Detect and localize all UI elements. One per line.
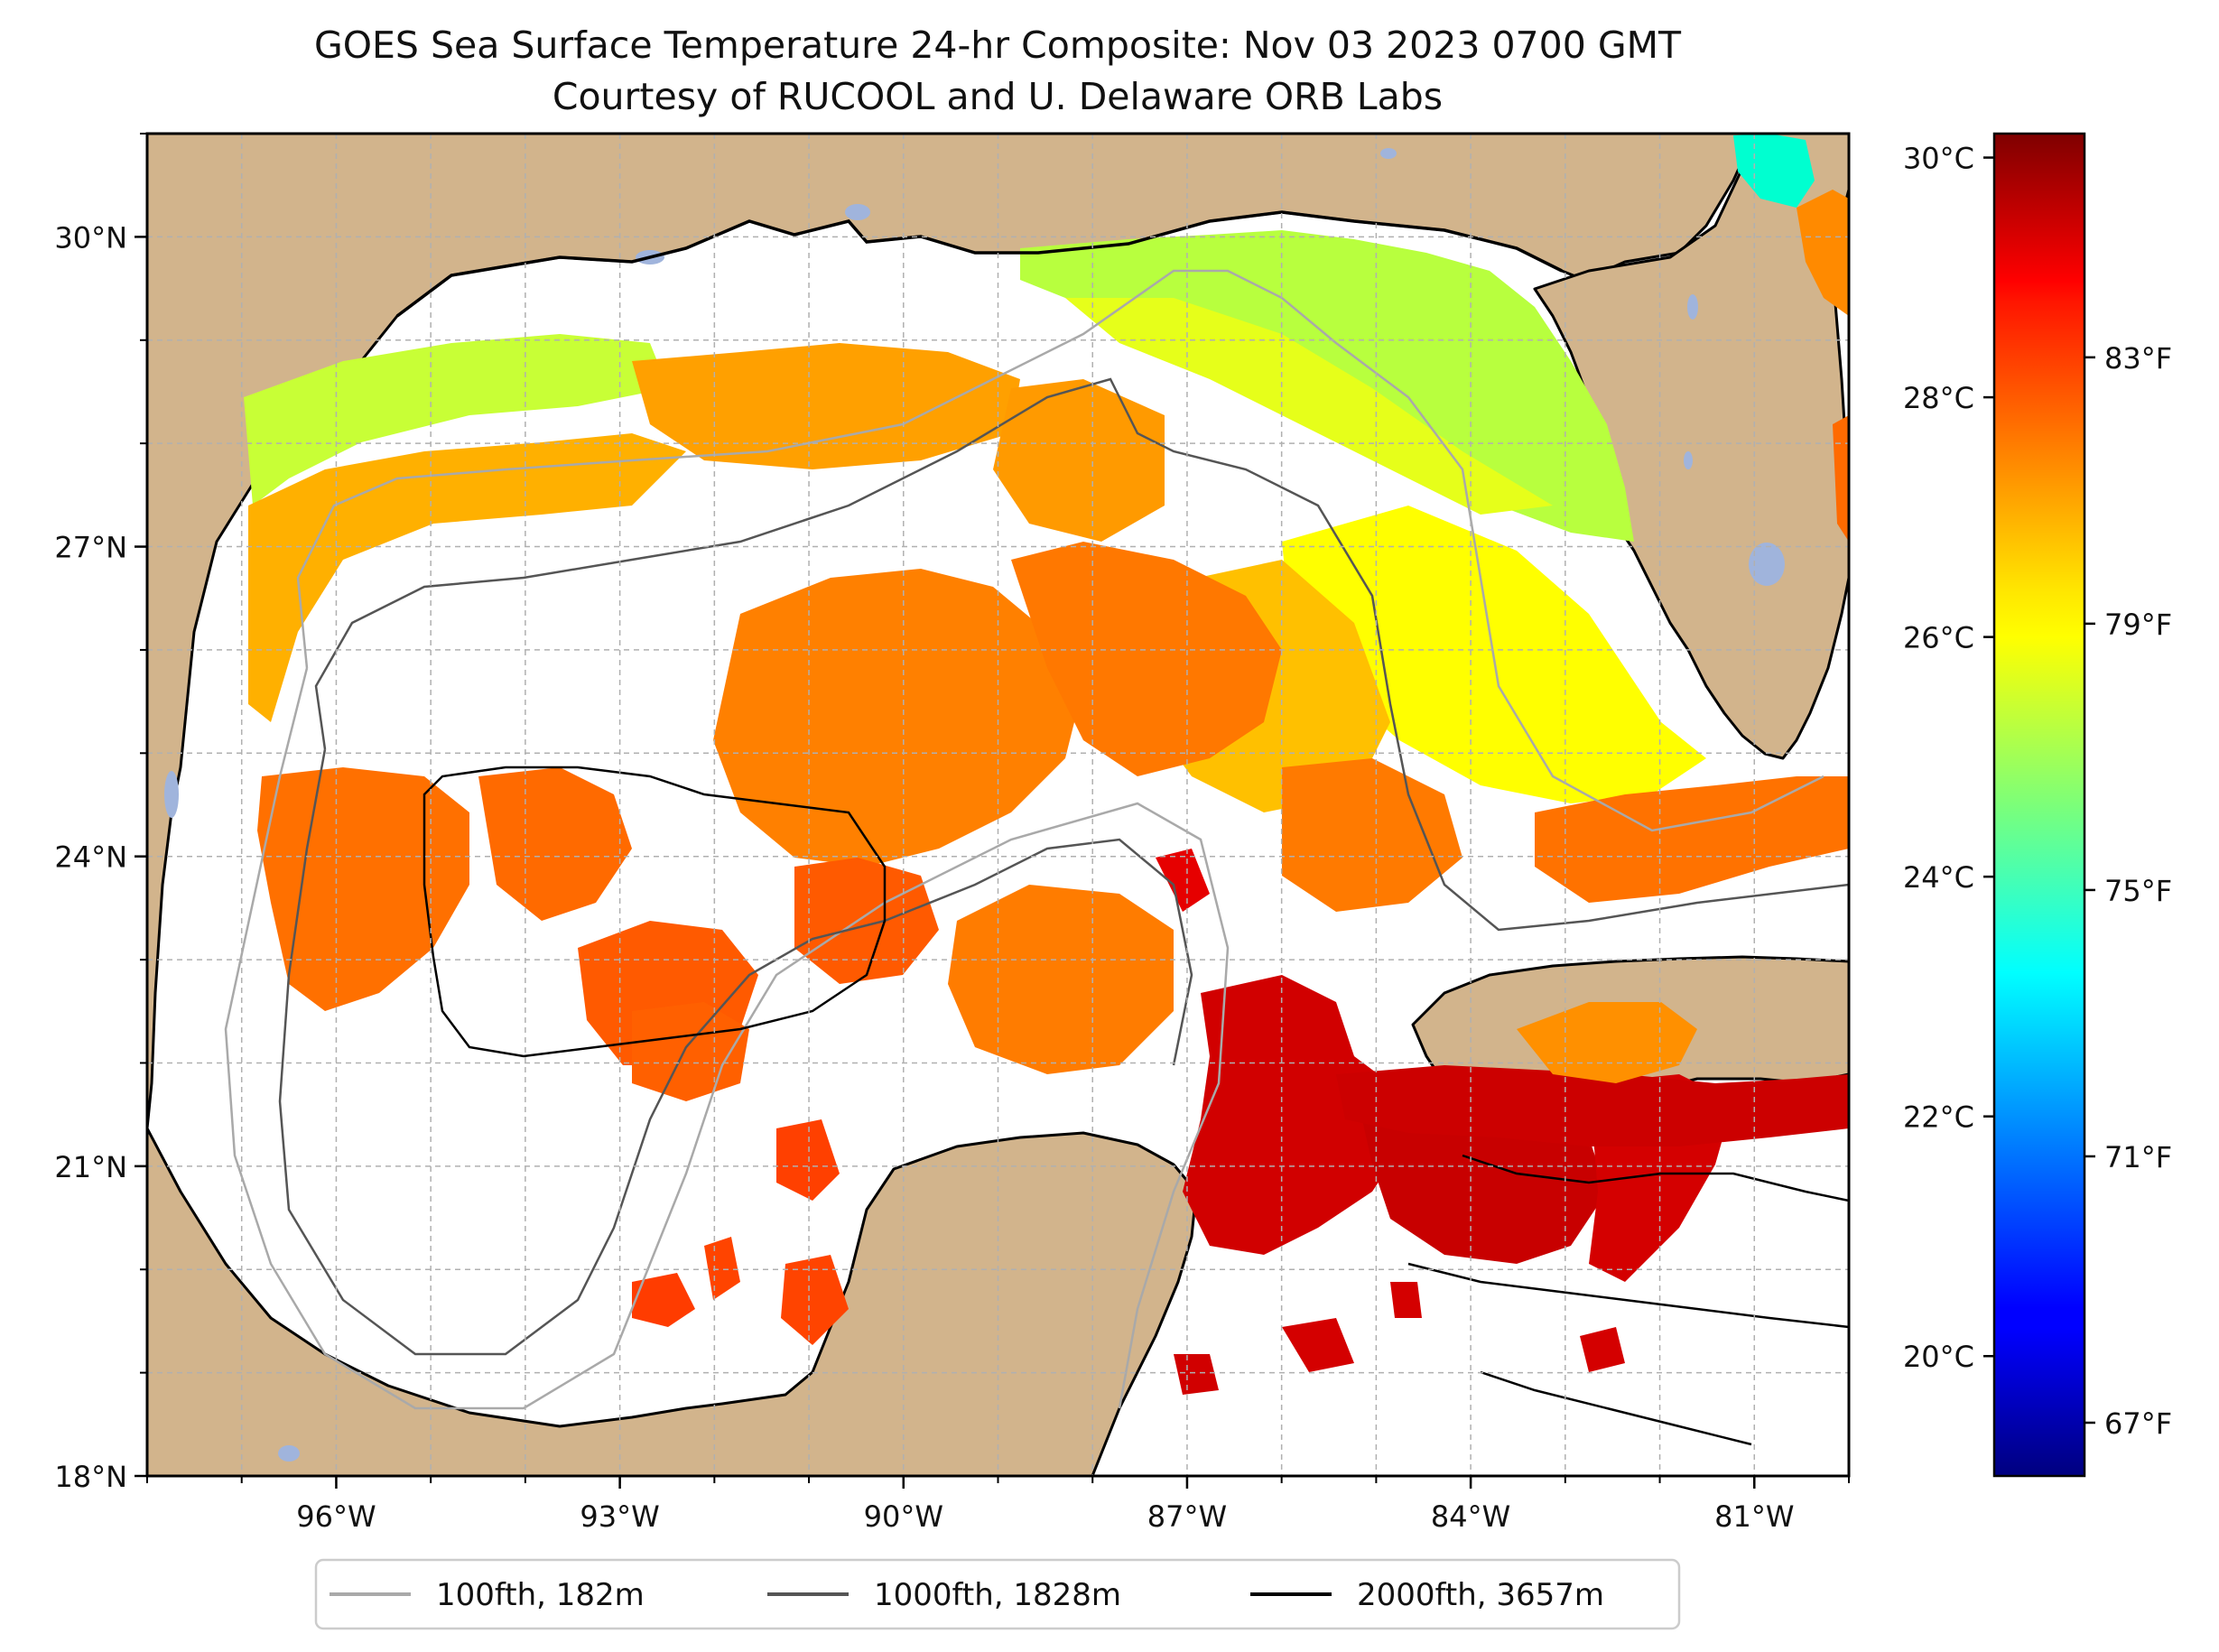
map-axis-ticks: 96°W 93°W 90°W 87°W 84°W 81°W 30°N 27°N 24°N 21°N… [54,133,1850,1534]
sst-patch-south-3 [704,1237,740,1300]
lake-small-6 [278,1445,300,1462]
y-tick-label: 24°N [54,840,127,875]
y-tick-label: 30°N [54,220,127,255]
colorbar-celsius-label: 26°C [1903,621,1974,655]
colorbar-fahrenheit-label: 67°F [2104,1406,2172,1441]
colorbar-fahrenheit-label: 71°F [2104,1140,2172,1174]
sst-patch-southwest-2 [794,858,939,984]
legend-label-2000fth: 2000fth, 3657m [1357,1577,1604,1613]
colorbar-gradient [1992,132,2086,1478]
legend-label-100fth: 100fth, 182m [436,1577,645,1613]
colorbar-ticks: 30°C 28°C 26°C 24°C 22°C 20°C 83°F 79°F 75°F 71°F… [1903,142,2172,1441]
map-title: GOES Sea Surface Temperature 24-hr Compo… [314,23,1682,67]
y-tick-label: 27°N [54,531,127,565]
colorbar-fahrenheit-label: 83°F [2104,341,2172,376]
lake-small-3 [1684,451,1693,469]
sst-patch-central-2 [1011,542,1282,776]
sst-patch-campeche [632,1002,749,1101]
sst-patch-texas-shelf [248,433,686,722]
lakes-layer [164,148,1785,1462]
sst-patch-south-2 [632,1273,695,1327]
gulf-coastline [395,210,1563,318]
sst-patch-caribbean-small-3 [1390,1282,1422,1318]
x-tick-label: 84°W [1431,1499,1510,1534]
legend: 100fth, 182m 1000fth, 1828m 2000fth, 365… [314,1558,1681,1630]
sst-patch-west-2 [478,767,632,921]
lake-okeechobee [1749,543,1785,586]
sst-patch-north-central [632,343,1020,469]
sst-patch-atlantic-2 [1797,190,1849,316]
sst-patch-caribbean-1 [1183,975,1408,1255]
x-tick-label: 96°W [296,1499,376,1534]
contour-2000fth [422,766,1849,1446]
colorbar-celsius-label: 20°C [1903,1340,1974,1374]
sst-patch-central-1 [713,569,1083,867]
x-tick-label: 81°W [1714,1499,1794,1534]
colorbar-celsius-label: 28°C [1903,381,1974,415]
colorbar-celsius-label: 24°C [1903,860,1974,895]
lake-small-5 [164,771,179,818]
sst-patch-atlantic-1 [1733,134,1815,208]
florida-land [1533,134,1849,760]
legend-label-1000fth: 1000fth, 1828m [874,1577,1121,1613]
colorbar-fahrenheit-label: 75°F [2104,874,2172,908]
sst-patch-central-north [993,379,1165,542]
sst-patch-red-1 [1156,849,1210,912]
bathymetry-layer [224,269,1849,1446]
colorbar: 30°C 28°C 26°C 24°C 22°C 20°C 83°F 79°F 75°F 71°F… [1903,132,2172,1478]
sst-patch-atlantic-3 [1833,415,1849,542]
sst-patch-cuba-north [1336,1065,1849,1146]
sst-patch-straits [1535,776,1849,903]
sst-patch-east-central [1282,758,1462,912]
map-subtitle: Courtesy of RUCOOL and U. Delaware ORB L… [552,75,1443,118]
sst-layer [244,134,1849,1395]
x-tick-label: 87°W [1147,1499,1227,1534]
y-tick-label: 21°N [54,1150,127,1184]
sst-patch-caribbean-small-2 [1282,1318,1354,1372]
x-tick-label: 90°W [864,1499,943,1534]
sst-patch-caribbean-small-4 [1580,1327,1625,1372]
y-tick-label: 18°N [54,1460,127,1494]
sst-patch-northwest-coast [244,334,668,506]
sst-patch-south-1 [776,1119,840,1201]
legend-box [314,1558,1681,1630]
x-tick-label: 93°W [580,1499,659,1534]
mexico-south-land [147,1127,1198,1476]
contour-100fth [224,269,1824,1410]
colorbar-celsius-label: 22°C [1903,1100,1974,1135]
sst-patch-south-central [948,885,1174,1074]
contour-1000fth [278,377,1849,1356]
colorbar-fahrenheit-label: 79°F [2104,608,2172,642]
colorbar-celsius-label: 30°C [1903,142,1974,176]
lake-pontchartrain [845,204,870,220]
sst-patch-south-4 [781,1255,849,1345]
map-area: 96°W 93°W 90°W 87°W 84°W 81°W 30°N 27°N 24°N 21°N… [54,132,1851,1534]
sst-patch-caribbean-small-1 [1174,1354,1219,1395]
lake-small-1 [1380,148,1397,159]
lake-small-2 [1687,294,1698,320]
